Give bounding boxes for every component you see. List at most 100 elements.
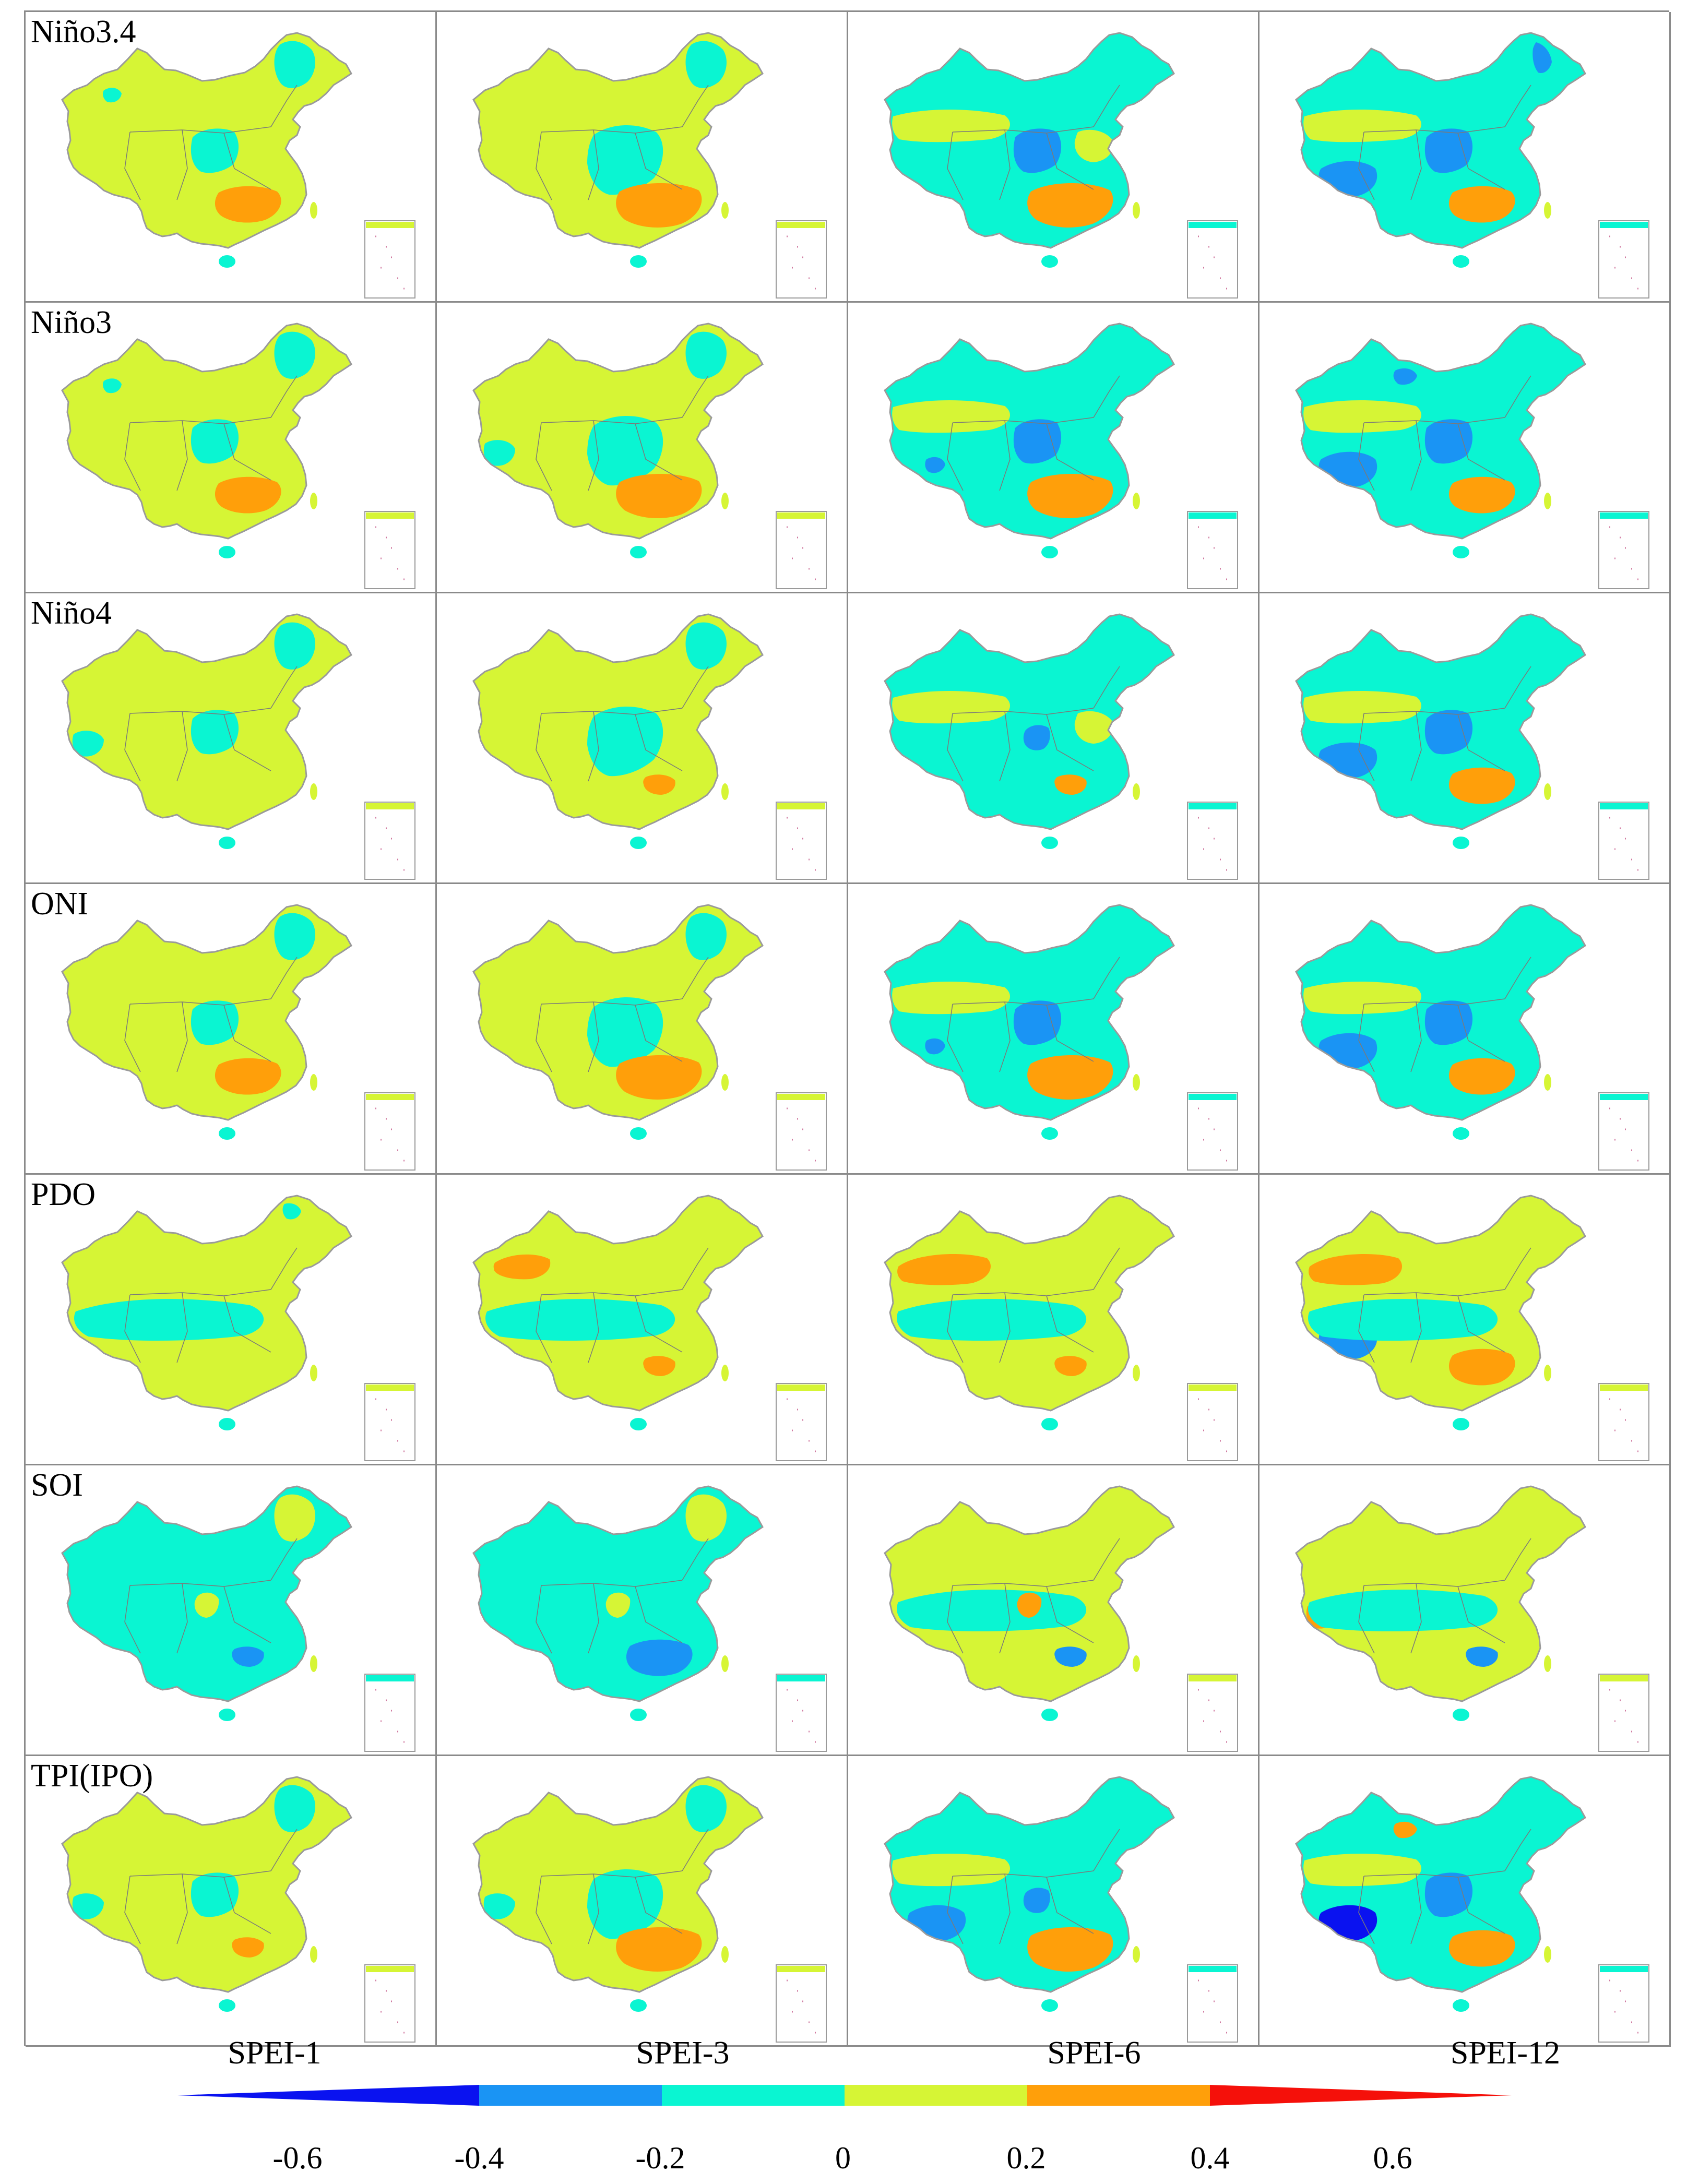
row-label: PDO bbox=[31, 1177, 96, 1212]
inset-islands bbox=[375, 1689, 405, 1743]
south-china-sea-inset bbox=[1187, 1674, 1238, 1752]
map-patch bbox=[483, 440, 515, 466]
map-panel: SOI bbox=[26, 1465, 437, 1756]
province-boundaries bbox=[536, 85, 709, 200]
map-patch bbox=[1023, 725, 1050, 750]
inset-coast bbox=[777, 1385, 825, 1391]
map-patch bbox=[1448, 1930, 1515, 1967]
south-china-sea-inset bbox=[776, 511, 827, 589]
country-border bbox=[61, 1776, 352, 1993]
map-patch bbox=[1303, 1853, 1421, 1887]
south-china-sea-inset bbox=[1187, 511, 1238, 589]
inset-coast bbox=[1600, 1385, 1648, 1391]
country-border bbox=[61, 323, 352, 540]
china-map bbox=[1295, 613, 1649, 880]
map-patch bbox=[605, 1592, 631, 1618]
china-map bbox=[61, 32, 415, 299]
country-border bbox=[472, 323, 764, 540]
map-row: TPI(IPO) bbox=[26, 1756, 1671, 2047]
taiwan-island bbox=[1133, 1655, 1140, 1672]
province-boundaries bbox=[1358, 1538, 1531, 1654]
inset-islands bbox=[1609, 526, 1638, 580]
inset-islands bbox=[787, 817, 816, 871]
country-border bbox=[1295, 1485, 1586, 1702]
inset-islands bbox=[1198, 235, 1227, 290]
map-patch bbox=[483, 1893, 515, 1919]
inset-coast bbox=[777, 222, 825, 228]
south-china-sea-inset bbox=[364, 1092, 415, 1171]
hainan-island bbox=[1453, 255, 1469, 268]
inset-coast bbox=[1189, 803, 1237, 809]
hainan-island bbox=[1041, 837, 1058, 849]
country-border bbox=[884, 613, 1175, 830]
china-map bbox=[1295, 32, 1649, 299]
china-map bbox=[1295, 323, 1649, 589]
country-border bbox=[61, 904, 352, 1121]
province-boundaries bbox=[124, 375, 298, 491]
map-patch bbox=[191, 1872, 239, 1917]
hainan-island bbox=[1041, 1999, 1058, 2012]
country-border bbox=[472, 32, 764, 249]
map-patch bbox=[72, 1893, 104, 1919]
row-label: Niño4 bbox=[31, 595, 112, 631]
map-patch bbox=[1318, 1905, 1377, 1941]
country-border bbox=[472, 904, 764, 1121]
colorbar-bin bbox=[1027, 2085, 1210, 2106]
south-china-sea-inset bbox=[1187, 1964, 1238, 2043]
inset-islands bbox=[1198, 817, 1227, 871]
taiwan-island bbox=[721, 783, 729, 800]
map-panel bbox=[437, 1175, 848, 1465]
map-patch bbox=[1448, 767, 1515, 804]
inset-coast bbox=[366, 512, 414, 519]
country-border bbox=[884, 904, 1175, 1121]
map-patch bbox=[194, 1592, 219, 1618]
hainan-island bbox=[630, 1127, 647, 1140]
colorbar-tick-label: 0.2 bbox=[1006, 2141, 1046, 2175]
south-china-sea-inset bbox=[776, 1964, 827, 2043]
taiwan-island bbox=[310, 1074, 317, 1091]
taiwan-island bbox=[310, 1946, 317, 1963]
map-row: SOI bbox=[26, 1465, 1671, 1756]
china-map bbox=[472, 1776, 827, 2043]
taiwan-island bbox=[1544, 1655, 1551, 1672]
province-boundaries bbox=[947, 375, 1120, 491]
map-patch bbox=[1393, 1821, 1417, 1839]
map-patch bbox=[1424, 1872, 1473, 1917]
hainan-island bbox=[630, 1418, 647, 1430]
south-china-sea-inset bbox=[364, 1964, 415, 2043]
map-patch bbox=[274, 622, 315, 670]
country-border bbox=[61, 1485, 352, 1702]
province-boundaries bbox=[536, 1538, 709, 1654]
country-border bbox=[884, 1195, 1175, 1412]
taiwan-island bbox=[721, 1365, 729, 1381]
china-map bbox=[472, 32, 827, 299]
taiwan-island bbox=[1544, 1946, 1551, 1963]
south-china-sea-inset bbox=[776, 1383, 827, 1461]
map-panel bbox=[1260, 12, 1671, 303]
taiwan-island bbox=[1544, 1365, 1551, 1381]
inset-islands bbox=[787, 1979, 816, 2034]
china-map bbox=[884, 613, 1238, 880]
china-map bbox=[1295, 1195, 1649, 1461]
map-patch bbox=[587, 416, 663, 486]
inset-islands bbox=[787, 1689, 816, 1743]
map-patch bbox=[1448, 1058, 1515, 1095]
map-patch bbox=[1318, 451, 1377, 487]
colorbar-bin bbox=[479, 2085, 662, 2106]
taiwan-island bbox=[1133, 493, 1140, 509]
map-patch bbox=[587, 707, 663, 777]
inset-islands bbox=[787, 526, 816, 580]
china-map bbox=[472, 613, 827, 880]
map-patch bbox=[1424, 128, 1473, 173]
inset-islands bbox=[787, 1107, 816, 1162]
country-border bbox=[884, 1485, 1175, 1702]
taiwan-island bbox=[721, 493, 729, 509]
map-patch bbox=[1448, 1348, 1515, 1386]
map-patch bbox=[1303, 109, 1421, 142]
china-map bbox=[61, 1485, 415, 1752]
row-label: SOI bbox=[31, 1467, 83, 1503]
taiwan-island bbox=[1133, 783, 1140, 800]
row-label: TPI(IPO) bbox=[31, 1758, 153, 1794]
map-patch bbox=[191, 1000, 239, 1045]
map-patch bbox=[215, 476, 281, 514]
